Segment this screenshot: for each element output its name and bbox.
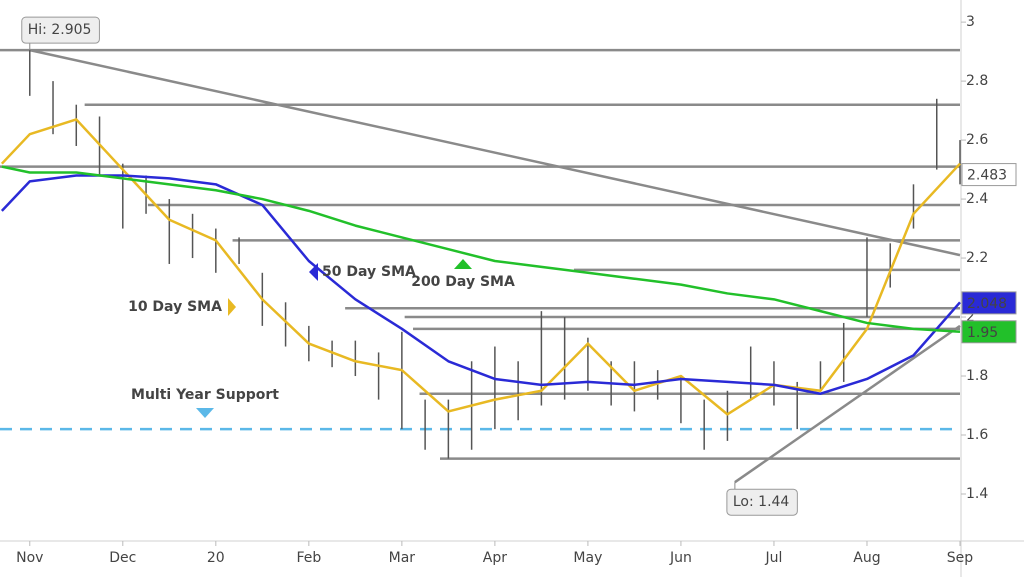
x-tick-label: Sep — [947, 550, 974, 566]
x-tick-label: 20 — [207, 550, 225, 566]
annotation-box — [726, 488, 798, 516]
series-label: 200 Day SMA — [411, 274, 515, 290]
x-tick-label: Jun — [669, 550, 692, 566]
y-tick-label: 3 — [966, 14, 975, 30]
x-tick-label: Dec — [109, 550, 136, 566]
x-tick-label: Jul — [765, 550, 783, 566]
sma-line — [0, 118, 961, 416]
series-label: 50 Day SMA — [322, 264, 416, 280]
price-tag-label: 1.95 — [967, 325, 998, 341]
price-tag-label: 2.483 — [967, 168, 1007, 184]
sma-line — [0, 174, 961, 395]
series-marker — [454, 259, 472, 269]
series-label: 10 Day SMA — [128, 299, 222, 315]
support-marker — [196, 408, 214, 418]
x-tick-label: May — [573, 550, 602, 566]
y-tick-label: 2 — [966, 309, 975, 325]
x-tick-label: Feb — [296, 550, 321, 566]
x-tick-label: Nov — [16, 550, 43, 566]
annotation-label: Lo: 1.44 — [733, 494, 790, 510]
annotation-box — [21, 16, 100, 44]
y-tick-label: 2.8 — [966, 73, 988, 89]
y-tick-label: 1.8 — [966, 368, 988, 384]
price-tag — [961, 291, 1017, 315]
x-tick-label: Aug — [853, 550, 880, 566]
sma-line — [1, 165, 961, 334]
price-tag — [961, 163, 1017, 187]
trendline — [29, 48, 961, 257]
support-label: Multi Year Support — [131, 387, 279, 403]
x-tick-label: Mar — [389, 550, 416, 566]
y-tick-label: 2.6 — [966, 132, 988, 148]
y-tick-label: 2.4 — [966, 191, 988, 207]
trendline — [734, 324, 961, 484]
series-marker — [228, 298, 236, 316]
annotation-label: Hi: 2.905 — [28, 22, 92, 38]
price-tag — [961, 320, 1017, 344]
y-tick-label: 1.6 — [966, 427, 988, 443]
price-tag-label: 2.048 — [967, 296, 1007, 312]
x-tick-label: Apr — [483, 550, 507, 566]
y-tick-label: 1.4 — [966, 486, 988, 502]
series-marker — [309, 263, 318, 281]
y-tick-label: 2.2 — [966, 250, 988, 266]
